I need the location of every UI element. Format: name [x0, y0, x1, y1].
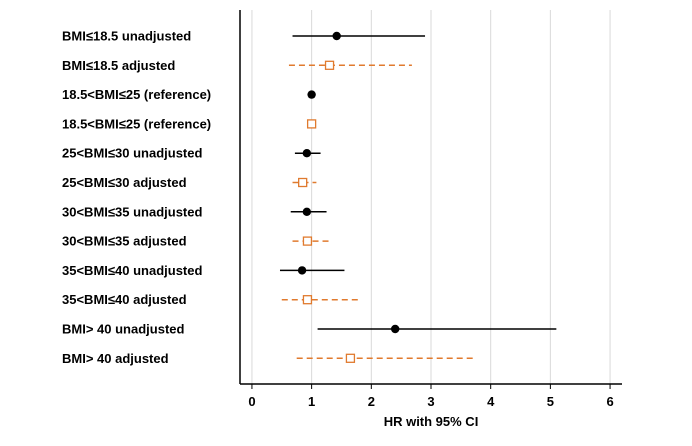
estimate-point — [302, 295, 313, 305]
row-label: 30<BMI≤35 adjusted — [62, 234, 187, 249]
x-axis-title: HR with 95% CI — [384, 414, 479, 429]
x-tick-label: 5 — [547, 394, 554, 409]
x-tick-label: 6 — [606, 394, 613, 409]
row-label: BMI≤18.5 adjusted — [62, 58, 175, 73]
row-label: 25<BMI≤30 adjusted — [62, 175, 187, 190]
estimate-point — [298, 177, 308, 188]
row-label: 18.5<BMI≤25 (reference) — [62, 116, 211, 131]
estimate-point — [345, 353, 356, 363]
row-label: 35<BMI≤40 unadjusted — [62, 263, 202, 278]
row-label: 18.5<BMI≤25 (reference) — [62, 87, 211, 102]
estimate-point — [302, 149, 312, 158]
row-labels: BMI≤18.5 unadjusted BMI≤18.5 adjusted 18.5… — [62, 29, 211, 366]
x-tick-label: 1 — [308, 394, 315, 409]
estimate-point — [307, 90, 316, 99]
row-label: 25<BMI≤30 unadjusted — [62, 146, 202, 161]
estimate-point — [332, 31, 341, 41]
x-tick-label: 2 — [368, 394, 375, 409]
estimate-point — [390, 324, 400, 334]
row-label: BMI≤18.5 unadjusted — [62, 29, 191, 44]
estimate-point — [306, 119, 317, 129]
row-label: 35<BMI≤40 adjusted — [62, 292, 187, 307]
estimate-point — [324, 60, 335, 70]
x-tick-label: 0 — [248, 394, 255, 409]
row-label: BMI> 40 unadjusted — [62, 322, 184, 337]
row-label: BMI> 40 adjusted — [62, 351, 169, 366]
row-label: 30<BMI≤35 unadjusted — [62, 204, 202, 219]
x-tick-label: 4 — [487, 394, 495, 409]
estimates — [279, 31, 557, 363]
grid-lines — [251, 10, 611, 384]
x-tick-label: 3 — [427, 394, 434, 409]
estimate-point — [297, 266, 307, 275]
estimate-point — [302, 236, 313, 246]
estimate-point — [302, 207, 312, 216]
x-tick-labels: 0 1 2 3 4 5 6 — [248, 384, 614, 409]
